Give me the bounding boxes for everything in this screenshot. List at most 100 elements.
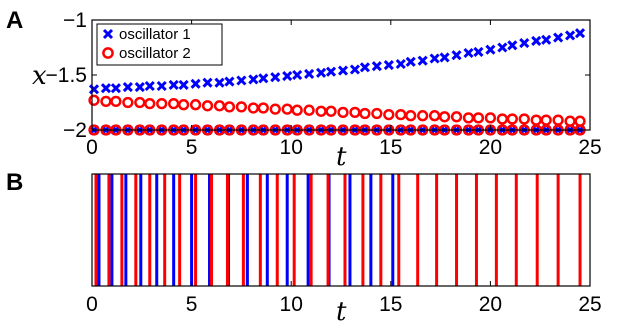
series-1-point-35 (484, 112, 497, 124)
series-0-point-16 (270, 72, 281, 83)
series-1-point-43 (574, 115, 586, 127)
series-1-point-38 (518, 113, 530, 125)
series-0-point-24 (359, 62, 370, 73)
series-1-point-2 (110, 95, 122, 108)
series-0-point-32-stroke-b (451, 50, 462, 61)
series-0-point-22-stroke-b (337, 65, 349, 76)
a-ytick-label-2: −1 (63, 9, 87, 32)
series-0-point-25-stroke-b (371, 61, 382, 72)
series-0-point-7-stroke-b (168, 79, 179, 90)
series-0-point-1-stroke-b (100, 83, 112, 94)
a-ytick-label-0: −2 (63, 119, 87, 142)
series-0-point-3 (122, 82, 133, 93)
panel-label-a: A (6, 7, 23, 34)
series-1-point-8 (177, 99, 190, 111)
series-0-point-41 (553, 32, 564, 43)
legend-label-oscillator-2: oscillator 2 (119, 45, 191, 62)
series-0-point-10 (202, 77, 213, 88)
series-1-point-15 (257, 102, 269, 114)
series-0-point-1 (100, 83, 112, 94)
series-0-point-33-stroke-b (463, 47, 474, 59)
series-0-point-42 (565, 30, 576, 41)
series-0-point-0-stroke-b (88, 84, 100, 95)
series-0-point-22 (337, 65, 349, 76)
a-xtick-label-3: 15 (379, 136, 402, 159)
series-0-point-35-stroke-b (485, 44, 496, 55)
series-0-point-19-stroke-b (304, 68, 315, 79)
series-0-point-11 (214, 77, 225, 88)
series-0-point-6 (156, 80, 167, 92)
series-0-point-39 (531, 35, 542, 46)
a-ytick-label-1: −1.5 (46, 64, 87, 87)
panel-a-x-ticks: 0 5 10 15 20 25 (86, 20, 602, 159)
series-1-point-5 (144, 97, 156, 110)
legend-box (96, 23, 223, 66)
series-0-point-8 (178, 79, 189, 90)
series-0-point-17-stroke-b (282, 71, 293, 82)
series-1-point-28 (405, 110, 417, 122)
series-0-point-34 (473, 46, 484, 57)
b-xtick-label-2: 10 (280, 293, 303, 316)
series-0-point-6-stroke-b (156, 80, 167, 92)
series-1-point-20 (315, 105, 327, 117)
series-0-point-20-stroke-b (316, 67, 327, 78)
b-xtick-label-1: 5 (186, 293, 198, 316)
series-0-point-37 (507, 40, 518, 51)
legend-marker-oscillator-2 (102, 47, 114, 59)
panel-a: 0 5 10 15 20 25 −2 −1.5 −1 t x oscillator 1 osc… (32, 9, 602, 172)
series-1-point-34 (472, 112, 485, 124)
a-xtick-label-5: 25 (578, 136, 601, 159)
series-0-point-34-stroke-b (473, 46, 484, 57)
series-1-point-27 (395, 108, 407, 121)
series-0-point-17 (282, 71, 293, 82)
series-0-point-2 (110, 83, 121, 94)
series-0-point-25 (371, 61, 382, 72)
a-xtick-label-1: 5 (186, 136, 198, 159)
series-0-point-41-stroke-b (553, 32, 564, 43)
panel-b-frame (91, 173, 591, 287)
series-0-point-9 (190, 78, 201, 89)
series-1-point-42 (564, 115, 576, 127)
series-0-point-13 (236, 75, 247, 86)
series-1-point-9 (189, 99, 202, 111)
series-0-point-38 (519, 38, 530, 49)
series-0-point-27 (395, 58, 406, 70)
series-1-point-16 (269, 103, 281, 115)
series-0-point-32 (451, 50, 462, 61)
series-0-point-23 (349, 64, 361, 75)
series-1-point-23 (349, 106, 361, 119)
series-1-point-1 (100, 95, 112, 108)
series-1-point-29 (417, 110, 429, 122)
b-xtick-label-0: 0 (86, 293, 98, 316)
legend-marker-oscillator-1-stroke-b (102, 28, 114, 40)
series-0-point-24-stroke-b (359, 62, 370, 73)
series-1-point-6 (156, 97, 168, 110)
panel-a-x-axis-label: t (336, 142, 347, 172)
legend-marker-oscillator-1 (102, 28, 114, 40)
series-1-point-25 (371, 107, 383, 120)
series-0-point-13-stroke-b (236, 75, 247, 86)
series-1-point-33 (462, 112, 475, 124)
series-0-point-40 (541, 34, 552, 45)
panel-b: 0 5 10 15 20 25 t (86, 173, 602, 327)
series-0-point-21-stroke-b (325, 66, 337, 77)
series-0-point-38-stroke-b (519, 38, 530, 49)
panel-b-marks (94, 174, 582, 286)
series-0-point-26 (383, 60, 394, 71)
series-0-point-10-stroke-b (202, 77, 213, 88)
series-0-point-4 (134, 82, 145, 93)
series-1-point-12 (223, 101, 236, 113)
series-1-point-32 (450, 111, 463, 123)
legend: oscillator 1 oscillator 2 (96, 23, 223, 66)
b-xtick-label-5: 25 (578, 293, 601, 316)
series-1-point-10 (201, 100, 214, 112)
series-0-point-30 (429, 53, 440, 64)
series-1-point-37 (506, 113, 518, 125)
series-1-point-22 (337, 106, 349, 119)
series-1-point-39 (530, 114, 542, 126)
series-0-point-21 (325, 66, 337, 77)
legend-label-oscillator-1: oscillator 1 (119, 26, 191, 43)
series-0-point-36-stroke-b (497, 42, 508, 53)
series-0-point-39-stroke-b (531, 35, 542, 46)
series-0-point-15 (258, 73, 269, 84)
